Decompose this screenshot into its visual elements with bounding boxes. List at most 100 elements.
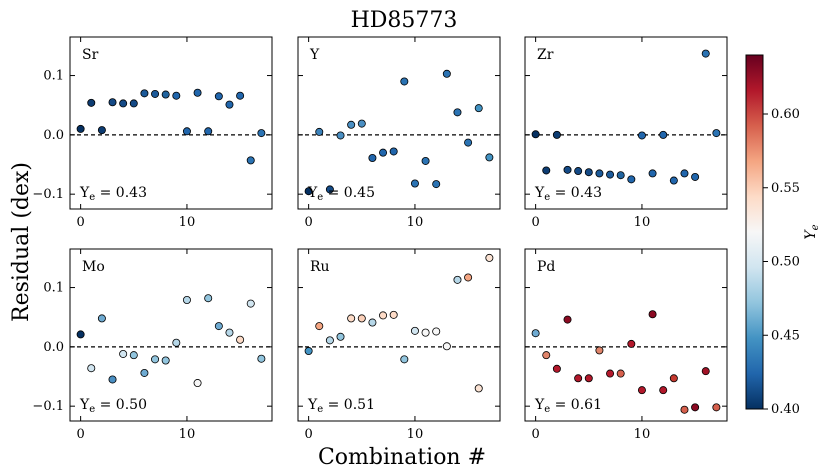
data-point: [357, 314, 366, 323]
data-point: [542, 351, 551, 360]
data-point: [182, 127, 191, 136]
y-tick-label: −0.1: [32, 399, 64, 414]
data-point: [627, 175, 636, 184]
data-point: [648, 310, 657, 319]
data-point: [595, 169, 604, 178]
data-point: [379, 148, 388, 157]
data-point: [542, 166, 551, 175]
x-tick-label: 0: [531, 427, 539, 442]
data-point: [400, 355, 409, 364]
data-point: [531, 130, 540, 139]
data-point: [595, 346, 604, 355]
data-point: [648, 169, 657, 178]
data-point: [257, 354, 266, 363]
x-tick-label: 10: [407, 427, 424, 442]
panel-ru: 0 10 Ru Ye = 0.51: [297, 248, 501, 442]
data-point: [97, 314, 106, 323]
panel-frame: [69, 36, 273, 210]
data-point: [712, 403, 721, 412]
y-tick-label: 0.1: [43, 281, 64, 296]
element-label: Y: [309, 47, 320, 63]
data-point: [172, 91, 181, 100]
data-point: [347, 120, 356, 129]
y-tick-label: −0.1: [32, 187, 64, 202]
data-point: [119, 99, 128, 108]
data-point: [421, 328, 430, 337]
data-point: [453, 275, 462, 284]
panel-frame: [69, 248, 273, 422]
ye-annotation: Ye = 0.43: [534, 185, 602, 203]
data-point: [151, 355, 160, 364]
data-point: [225, 328, 234, 337]
panel-frame: [297, 248, 501, 422]
data-point: [161, 90, 170, 99]
data-point: [400, 77, 409, 86]
data-point: [379, 311, 388, 320]
data-point: [140, 89, 149, 98]
data-point: [325, 185, 334, 194]
data-point: [627, 339, 636, 348]
ye-annotation: Ye = 0.43: [79, 185, 147, 203]
x-tick-label: 0: [304, 427, 312, 442]
x-axis-label: Combination #: [318, 445, 486, 470]
panels-group: −0.1 0.0 0.1 0 10 Sr Ye = 0.43 0 10 Y Ye = 0.45 0 10…: [32, 36, 728, 442]
y-tick-label: 0.0: [43, 340, 64, 355]
data-point: [246, 156, 255, 165]
chart-title: HD85773: [351, 8, 458, 33]
data-point: [552, 130, 561, 139]
data-point: [432, 327, 441, 336]
data-point: [616, 369, 625, 378]
colorbar-tick-label: 0.60: [771, 107, 800, 122]
panel-sr: −0.1 0.0 0.1 0 10 Sr Ye = 0.43: [32, 36, 273, 230]
data-point: [246, 299, 255, 308]
data-point: [453, 108, 462, 117]
colorbar: 0.40 0.45 0.50 0.55 0.60 Ye: [745, 54, 821, 417]
data-point: [119, 349, 128, 358]
data-point: [531, 329, 540, 338]
panel-frame: [524, 36, 728, 210]
ye-annotation: Ye = 0.50: [79, 397, 147, 415]
data-point: [701, 367, 710, 376]
data-point: [563, 165, 572, 174]
y-tick-label: 0.0: [43, 128, 64, 143]
ye-annotation: Ye = 0.45: [307, 185, 375, 203]
data-point: [485, 153, 494, 162]
data-point: [432, 180, 441, 189]
data-point: [691, 172, 700, 181]
data-point: [464, 138, 473, 147]
data-point: [474, 104, 483, 113]
panel-mo: −0.1 0.0 0.1 0 10 Mo Ye = 0.50: [32, 248, 273, 442]
panel-frame: [524, 248, 728, 422]
data-point: [108, 375, 117, 384]
data-point: [669, 374, 678, 383]
data-point: [257, 129, 266, 138]
data-point: [552, 364, 561, 373]
panel-pd: 0 10 Pd Ye = 0.61: [524, 248, 728, 442]
x-tick-label: 0: [304, 215, 312, 230]
data-point: [325, 336, 334, 345]
data-point: [108, 98, 117, 107]
data-point: [691, 403, 700, 412]
data-point: [574, 167, 583, 176]
data-point: [182, 296, 191, 305]
data-point: [410, 326, 419, 335]
x-tick-label: 10: [634, 427, 651, 442]
data-point: [161, 356, 170, 365]
data-point: [76, 330, 85, 339]
data-point: [76, 124, 85, 133]
panel-y: 0 10 Y Ye = 0.45: [297, 36, 501, 230]
data-point: [464, 273, 473, 282]
data-point: [357, 119, 366, 128]
data-point: [214, 322, 223, 331]
y-axis-label: Residual (dex): [9, 162, 34, 322]
data-point: [442, 342, 451, 351]
data-point: [616, 171, 625, 180]
data-point: [97, 126, 106, 135]
data-point: [389, 310, 398, 319]
data-point: [637, 131, 646, 140]
data-point: [315, 322, 324, 331]
data-point: [140, 368, 149, 377]
data-point: [659, 386, 668, 395]
data-point: [87, 98, 96, 107]
